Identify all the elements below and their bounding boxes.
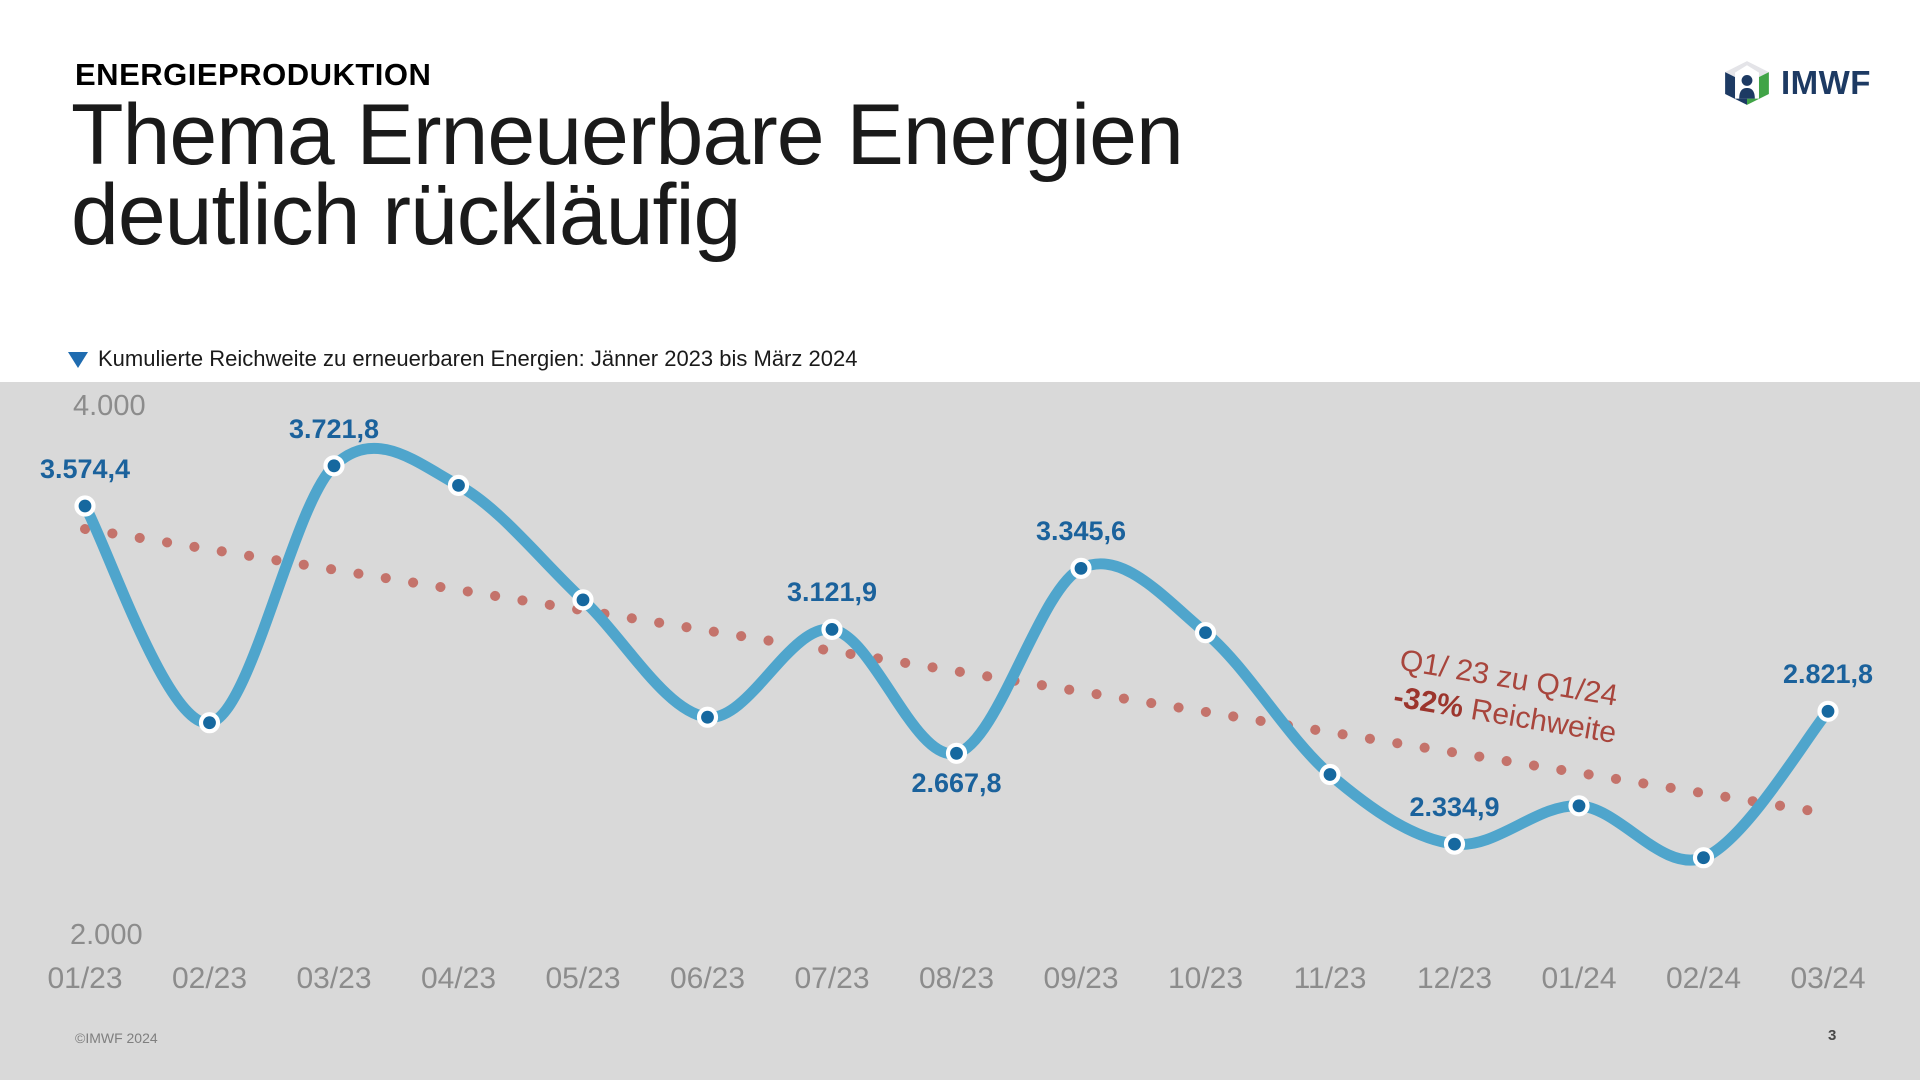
data-point <box>1319 763 1341 786</box>
x-axis-label: 01/23 <box>47 962 123 995</box>
line-chart <box>74 442 1839 869</box>
data-label: 3.721,8 <box>288 413 380 444</box>
page-title: Thema Erneuerbare Energien deutlich rückl… <box>71 92 1184 258</box>
x-axis-label: 12/23 <box>1416 962 1493 995</box>
data-label: 2.821,8 <box>1782 659 1874 690</box>
data-point <box>572 589 594 611</box>
x-axis-label: 06/23 <box>669 962 746 995</box>
data-point <box>198 712 221 734</box>
triangle-bullet-icon <box>68 352 88 368</box>
data-point <box>821 618 843 640</box>
imwf-logo-text: IMWF <box>1781 64 1871 101</box>
data-point <box>1070 557 1092 579</box>
trendline <box>80 524 1828 818</box>
x-axis-label: 03/24 <box>1790 962 1866 995</box>
chart-subtitle-text: Kumulierte Reichweite zu erneuerbaren En… <box>98 346 858 371</box>
kicker: ENERGIEPRODUKTION <box>75 57 432 92</box>
x-axis-label: 11/23 <box>1293 962 1367 995</box>
x-axis-label: 09/23 <box>1043 962 1119 995</box>
data-label: 3.574,4 <box>39 454 131 484</box>
x-axis-label: 02/23 <box>171 962 248 995</box>
data-point <box>1443 833 1466 855</box>
data-point <box>323 455 345 477</box>
x-axis-label: 10/23 <box>1167 962 1244 995</box>
data-points <box>74 455 1839 869</box>
data-point <box>1568 795 1590 817</box>
chart-panel: 4.000 2.000 01/23 02/23 03/23 04/23 05/23 06/… <box>0 382 1920 1080</box>
data-point <box>1194 622 1217 644</box>
x-axis-label: 03/23 <box>296 962 372 995</box>
title-line-1: Thema Erneuerbare Energien <box>71 87 1184 183</box>
x-axis-label: 05/23 <box>545 962 621 995</box>
x-axis-label: 01/24 <box>1541 962 1617 995</box>
data-point <box>74 495 96 517</box>
data-point <box>1692 847 1715 869</box>
x-axis-label: 08/23 <box>918 962 995 995</box>
data-label: 2.667,8 <box>911 768 1002 799</box>
data-point <box>1817 700 1839 722</box>
page-number: 3 <box>1828 1027 1837 1044</box>
title-line-2: deutlich rückläufig <box>71 167 741 263</box>
x-axis-label: 02/24 <box>1665 962 1742 995</box>
y-axis-label-bottom: 2.000 <box>70 919 143 951</box>
imwf-logo-icon <box>1725 61 1769 105</box>
x-axis-label: 04/23 <box>420 962 497 995</box>
data-label: 2.334,9 <box>1409 792 1500 823</box>
chart-subtitle: Kumulierte Reichweite zu erneuerbaren En… <box>68 346 857 372</box>
data-point <box>696 706 719 728</box>
imwf-logo: IMWF <box>1722 60 1871 106</box>
data-point <box>447 474 470 497</box>
data-point <box>945 742 968 764</box>
data-label: 3.345,6 <box>1035 516 1127 547</box>
y-axis-label-top: 4.000 <box>73 390 146 422</box>
x-axis-label: 07/23 <box>794 962 870 995</box>
data-label: 3.121,9 <box>786 577 878 608</box>
copyright: ©IMWF 2024 <box>75 1030 158 1046</box>
